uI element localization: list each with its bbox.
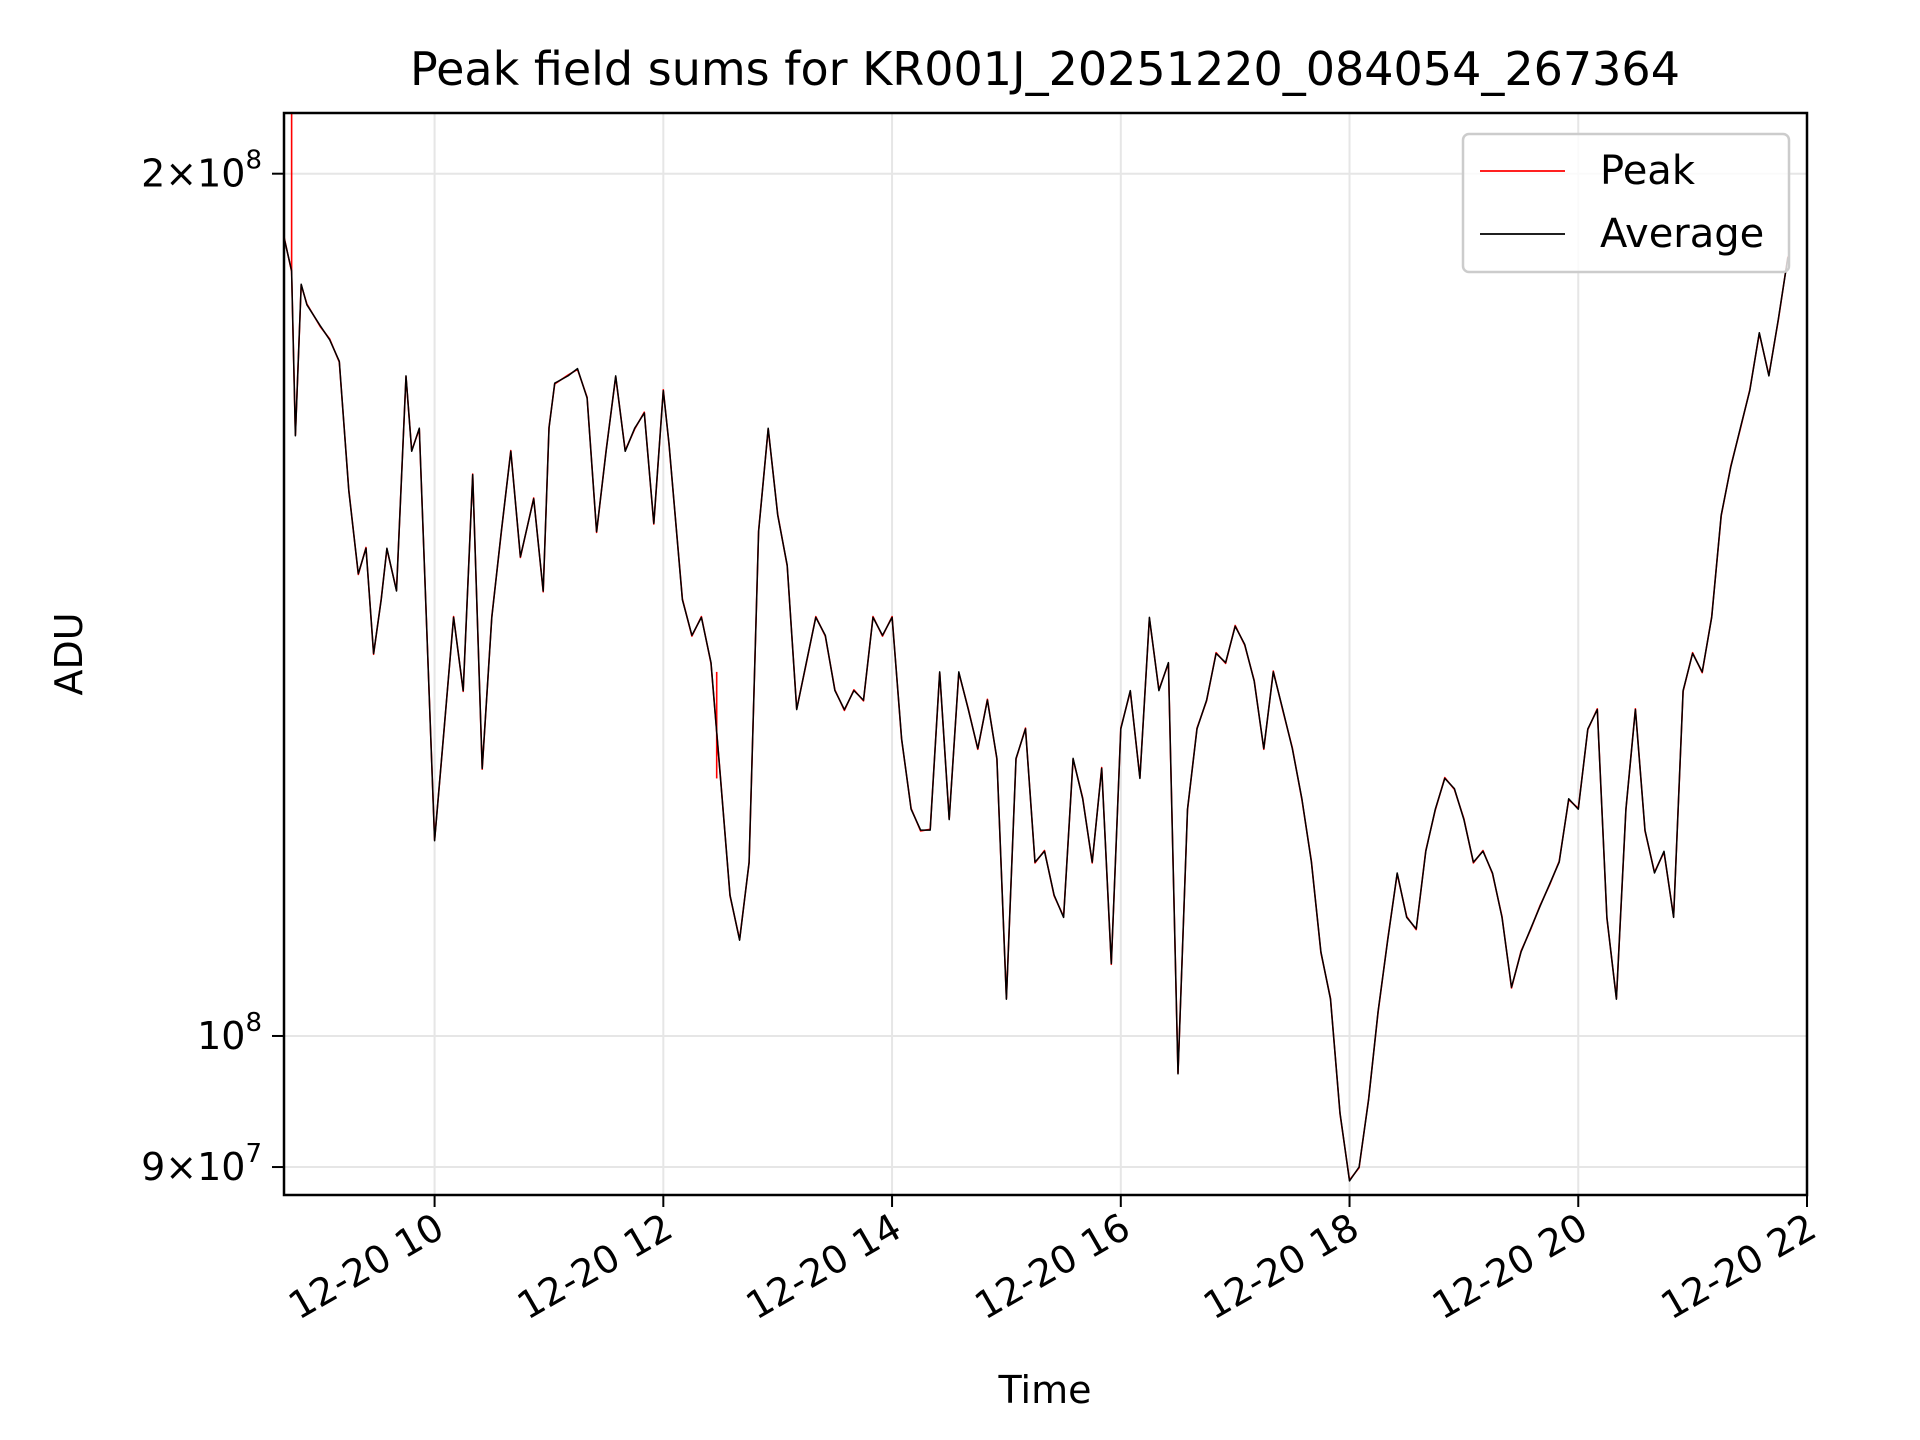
y-axis-label: ADU (47, 612, 91, 695)
y-axis-ticks: 2×108 108 9×107 (141, 146, 284, 1189)
legend-box (1461, 132, 1791, 274)
legend-peak-label: Peak (1600, 148, 1696, 194)
y-tick-label: 108 (197, 1008, 262, 1058)
y-tick-label: 9×107 (141, 1139, 262, 1189)
legend-average-label: Average (1600, 211, 1764, 257)
legend: Peak Average (1461, 132, 1791, 274)
plot-lines (284, 113, 1789, 1182)
x-axis-label: Time (998, 1368, 1092, 1412)
y-tick-label: 2×108 (141, 146, 262, 196)
plot-frame (282, 111, 1809, 1197)
chart-title: Peak field sums for KR001J_20251220_0840… (410, 42, 1680, 96)
average-series-line (284, 237, 1789, 1182)
